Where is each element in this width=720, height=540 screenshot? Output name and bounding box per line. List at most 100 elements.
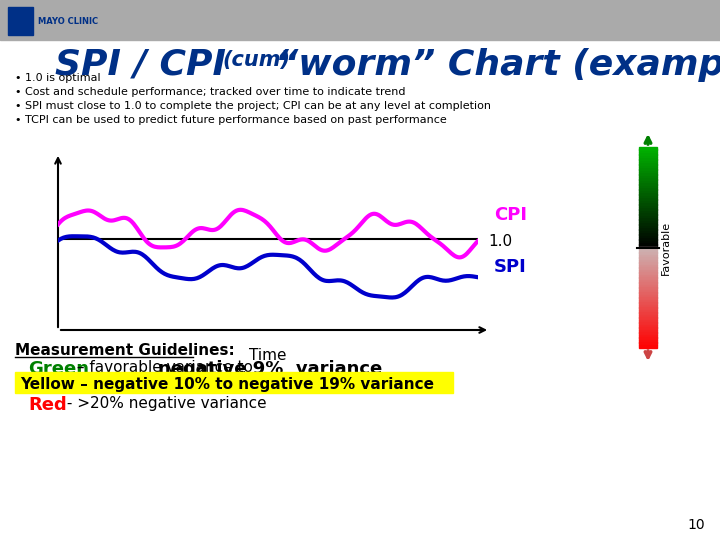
Text: negative 9%  variance: negative 9% variance xyxy=(158,360,382,378)
Bar xyxy=(639,239,657,242)
Bar xyxy=(639,167,657,170)
Bar xyxy=(639,247,657,250)
Bar xyxy=(639,277,657,280)
Bar xyxy=(639,245,657,247)
Bar xyxy=(639,181,657,185)
Bar xyxy=(639,302,657,305)
Bar xyxy=(639,154,657,157)
Bar xyxy=(639,212,657,215)
Text: SPI: SPI xyxy=(494,258,527,276)
Bar xyxy=(639,194,657,197)
Text: SPI / CPI: SPI / CPI xyxy=(55,48,226,82)
Bar xyxy=(639,282,657,285)
Text: (cum): (cum) xyxy=(222,50,290,70)
Bar xyxy=(639,295,657,298)
Bar xyxy=(639,338,657,340)
Text: • 1.0 is optimal: • 1.0 is optimal xyxy=(15,73,101,83)
Bar xyxy=(639,322,657,326)
Bar xyxy=(639,214,657,217)
Bar xyxy=(639,177,657,180)
Bar xyxy=(639,260,657,262)
Bar xyxy=(639,249,657,253)
Bar xyxy=(639,210,657,212)
Bar xyxy=(639,161,657,165)
Bar xyxy=(639,174,657,177)
Bar xyxy=(639,184,657,187)
Bar xyxy=(15,372,453,393)
Bar xyxy=(639,333,657,335)
Bar xyxy=(639,192,657,195)
Bar xyxy=(639,230,657,232)
Bar xyxy=(639,318,657,320)
Bar xyxy=(639,297,657,300)
Bar xyxy=(639,146,657,150)
Text: MAYO CLINIC: MAYO CLINIC xyxy=(38,17,98,25)
Bar xyxy=(639,265,657,268)
Text: • TCPI can be used to predict future performance based on past performance: • TCPI can be used to predict future per… xyxy=(15,115,446,125)
Bar xyxy=(639,262,657,265)
Bar xyxy=(639,172,657,174)
Text: Red: Red xyxy=(28,396,67,414)
Bar xyxy=(639,305,657,308)
Text: • SPI must close to 1.0 to complete the project; CPI can be at any level at comp: • SPI must close to 1.0 to complete the … xyxy=(15,101,491,111)
Bar xyxy=(639,252,657,255)
Bar xyxy=(639,335,657,338)
Text: Yellow – negative 10% to negative 19% variance: Yellow – negative 10% to negative 19% va… xyxy=(20,377,434,392)
Bar xyxy=(639,227,657,230)
Bar xyxy=(639,179,657,182)
Bar xyxy=(639,222,657,225)
Bar xyxy=(639,202,657,205)
Text: CPI: CPI xyxy=(494,206,527,224)
Bar xyxy=(639,280,657,282)
Bar xyxy=(639,225,657,227)
Text: Green: Green xyxy=(28,360,89,378)
Bar xyxy=(639,149,657,152)
Bar xyxy=(0,0,720,40)
Bar xyxy=(639,320,657,323)
Bar xyxy=(639,310,657,313)
Bar xyxy=(639,330,657,333)
Bar xyxy=(639,189,657,192)
Bar xyxy=(639,267,657,270)
Bar xyxy=(639,275,657,278)
Bar xyxy=(639,217,657,220)
Bar xyxy=(639,169,657,172)
Bar xyxy=(639,219,657,222)
Bar xyxy=(639,237,657,240)
Bar xyxy=(639,157,657,159)
Text: – favorable variance to: – favorable variance to xyxy=(72,360,258,375)
Bar xyxy=(639,242,657,245)
Bar xyxy=(639,307,657,310)
Bar xyxy=(639,292,657,295)
Bar xyxy=(639,234,657,238)
Bar xyxy=(639,342,657,346)
Bar xyxy=(639,325,657,328)
Bar xyxy=(639,300,657,303)
Bar xyxy=(639,207,657,210)
Bar xyxy=(639,164,657,167)
Bar xyxy=(639,159,657,162)
Text: 1.0: 1.0 xyxy=(488,234,512,249)
Bar xyxy=(639,340,657,343)
Bar xyxy=(639,232,657,235)
Bar xyxy=(639,287,657,290)
Text: “worm” Chart (example): “worm” Chart (example) xyxy=(275,48,720,82)
Text: - >20% negative variance: - >20% negative variance xyxy=(62,396,266,411)
Bar xyxy=(639,285,657,288)
Bar xyxy=(639,204,657,207)
Bar xyxy=(639,290,657,293)
Bar xyxy=(639,327,657,330)
Text: Favorable: Favorable xyxy=(661,220,671,274)
Bar xyxy=(639,257,657,260)
Bar xyxy=(639,187,657,190)
Text: 10: 10 xyxy=(688,518,705,532)
Bar xyxy=(639,152,657,154)
Bar xyxy=(639,269,657,273)
Text: Measurement Guidelines:: Measurement Guidelines: xyxy=(15,343,235,358)
Bar xyxy=(639,312,657,315)
Bar xyxy=(8,7,33,35)
Bar xyxy=(639,345,657,348)
Bar xyxy=(639,272,657,275)
Text: Time: Time xyxy=(249,348,287,363)
Bar xyxy=(639,254,657,258)
